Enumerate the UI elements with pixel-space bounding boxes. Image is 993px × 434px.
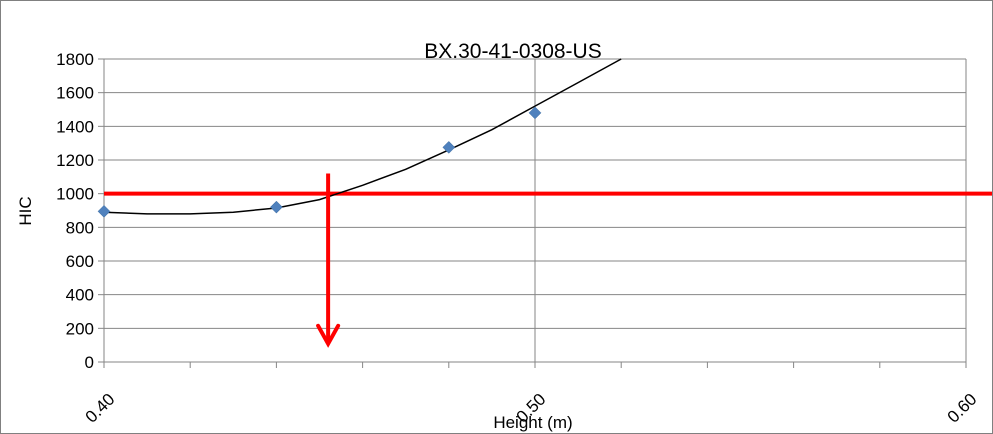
x-tick-label: 0.40 — [82, 390, 119, 427]
trendline — [103, 58, 622, 215]
arrow-head — [316, 323, 341, 348]
y-tick-label: 1200 — [56, 151, 94, 170]
y-tick-label: 1600 — [56, 84, 94, 103]
grid-layer — [104, 58, 967, 362]
trend-layer — [103, 58, 622, 215]
y-tick-label: 800 — [66, 218, 94, 237]
y-axis-label: HIC — [16, 196, 35, 225]
arrow-layer — [316, 173, 341, 348]
y-tick-label: 200 — [66, 319, 94, 338]
data-point — [270, 200, 283, 214]
data-point — [97, 204, 111, 218]
points-layer — [97, 106, 542, 218]
data-point — [528, 106, 542, 120]
axis-layer — [98, 58, 967, 368]
y-tick-label: 0 — [85, 353, 94, 372]
text-layer: BX.30-41-0308-US Height (m) HIC 0 200 400 6… — [16, 40, 981, 432]
y-tick-label: 600 — [66, 252, 94, 271]
y-tick-label: 1800 — [56, 50, 94, 69]
chart-title: BX.30-41-0308-US — [424, 40, 601, 63]
y-tick-label: 1400 — [56, 117, 94, 136]
data-point — [442, 141, 456, 154]
y-tick-label: 400 — [66, 286, 94, 305]
x-tick-label: 0.60 — [944, 390, 981, 427]
y-tick-label: 1000 — [56, 185, 94, 204]
x-axis-label: Height (m) — [493, 413, 572, 432]
